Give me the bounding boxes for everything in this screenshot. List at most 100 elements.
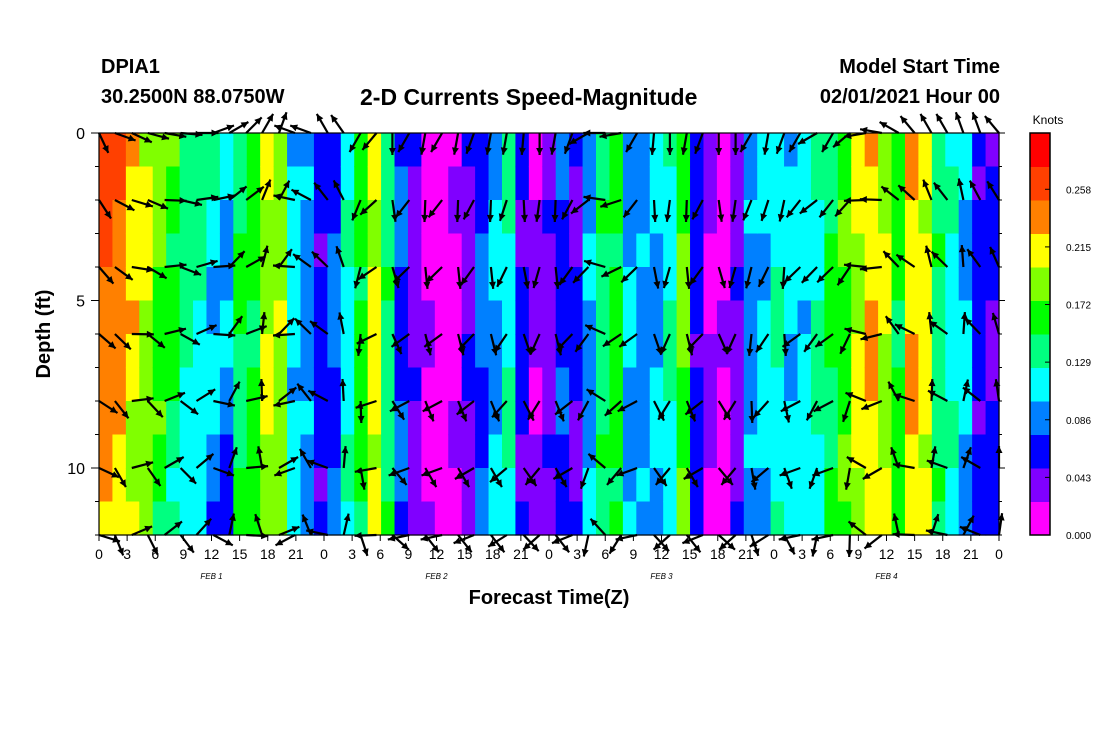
heatmap-cell <box>219 434 234 469</box>
heatmap-cell <box>743 300 758 335</box>
heatmap-cell <box>193 166 208 201</box>
heatmap-cell <box>488 300 503 335</box>
current-arrow <box>355 333 363 357</box>
heatmap-cell <box>515 501 530 536</box>
heatmap-cell <box>475 367 490 402</box>
heatmap-cell <box>878 434 893 469</box>
heatmap-cell <box>515 434 530 469</box>
heatmap-cell <box>340 401 355 436</box>
current-arrow <box>491 400 508 419</box>
colorbar: 0.258 0.215 0.172 0.129 0.086 0.043 0.000 <box>1029 132 1091 542</box>
heatmap-cell <box>139 267 154 302</box>
heatmap-cell <box>663 468 678 503</box>
current-arrow <box>146 467 162 487</box>
heatmap-cell <box>287 334 302 369</box>
heatmap-cell <box>757 468 772 503</box>
heatmap-cell <box>246 367 261 402</box>
heatmap-cell <box>918 401 933 436</box>
heatmap-cell <box>690 267 705 302</box>
heatmap-cell <box>703 133 718 168</box>
current-arrow <box>353 266 362 289</box>
heatmap-cell <box>434 468 449 503</box>
heatmap-cell <box>139 334 154 369</box>
current-arrow <box>583 194 606 202</box>
x-tick-label: 15 <box>682 546 698 562</box>
heatmap-cell <box>515 468 530 503</box>
heatmap-cell <box>864 367 879 402</box>
colorbar-segment <box>1030 166 1050 201</box>
heatmap-cell <box>878 501 893 536</box>
heatmap-cell <box>542 468 557 503</box>
current-arrow <box>775 132 786 155</box>
heatmap-cell <box>206 434 221 469</box>
heatmap-cell <box>703 367 718 402</box>
heatmap-cell <box>931 133 946 168</box>
heatmap-cell <box>287 200 302 235</box>
heatmap-cell <box>797 267 812 302</box>
current-arrow <box>589 517 607 536</box>
heatmap-cell <box>407 468 422 503</box>
heatmap-cell <box>381 334 396 369</box>
heatmap-cell <box>837 334 852 369</box>
current-arrow <box>748 400 756 424</box>
current-arrow <box>272 331 295 339</box>
current-arrow <box>339 378 347 402</box>
heatmap-cell <box>300 233 315 268</box>
current-arrow <box>390 333 410 348</box>
heatmap-cell <box>891 501 906 536</box>
heatmap-cell <box>636 334 651 369</box>
current-arrow <box>760 199 770 222</box>
heatmap-cell <box>931 233 946 268</box>
heatmap-cell <box>596 434 611 469</box>
station-coordinates: 30.2500N 88.0750W <box>101 86 285 108</box>
heatmap-cell <box>703 233 718 268</box>
x-tick-label: 12 <box>429 546 445 562</box>
current-arrow <box>487 534 508 548</box>
heatmap-cell <box>260 267 275 302</box>
heatmap-cell <box>152 367 167 402</box>
heatmap-cell <box>488 501 503 536</box>
heatmap-cell <box>340 200 355 235</box>
heatmap-cell <box>609 133 624 168</box>
heatmap-cell <box>233 367 248 402</box>
heatmap-cell <box>663 233 678 268</box>
heatmap-cell <box>596 200 611 235</box>
current-arrow <box>529 333 541 355</box>
heatmap-cell <box>810 434 825 469</box>
heatmap-cell <box>636 133 651 168</box>
current-arrow <box>811 533 834 542</box>
heatmap-cell <box>246 434 261 469</box>
heatmap-cell <box>596 133 611 168</box>
current-arrow <box>131 330 154 338</box>
heatmap-cell <box>878 200 893 235</box>
heatmap-cell <box>851 501 866 536</box>
x-tick-label: 12 <box>654 546 670 562</box>
heatmap-cell <box>622 233 637 268</box>
heatmap-cell <box>394 267 409 302</box>
heatmap-cell <box>824 401 839 436</box>
current-arrow <box>493 333 508 353</box>
heatmap-cell <box>716 133 731 168</box>
current-arrow <box>836 266 851 286</box>
current-arrow <box>659 333 671 355</box>
heatmap-cell <box>596 401 611 436</box>
heatmap-cell <box>864 267 879 302</box>
heatmap-cell <box>649 300 664 335</box>
heatmap-cell <box>716 300 731 335</box>
heatmap-cell <box>313 267 328 302</box>
heatmap-cell <box>878 233 893 268</box>
current-arrow <box>460 266 475 286</box>
heatmap-cell <box>555 434 570 469</box>
heatmap-cell <box>824 434 839 469</box>
heatmap-cell <box>273 367 288 402</box>
heatmap-cell <box>972 166 987 201</box>
current-arrow <box>228 315 244 335</box>
heatmap-cell <box>219 200 234 235</box>
current-arrow <box>717 199 725 222</box>
heatmap-cell <box>501 166 517 201</box>
current-arrow <box>147 198 169 210</box>
heatmap-cell <box>179 367 194 402</box>
heatmap-cell <box>743 233 758 268</box>
current-arrow <box>213 124 235 135</box>
heatmap-cell <box>475 166 490 201</box>
